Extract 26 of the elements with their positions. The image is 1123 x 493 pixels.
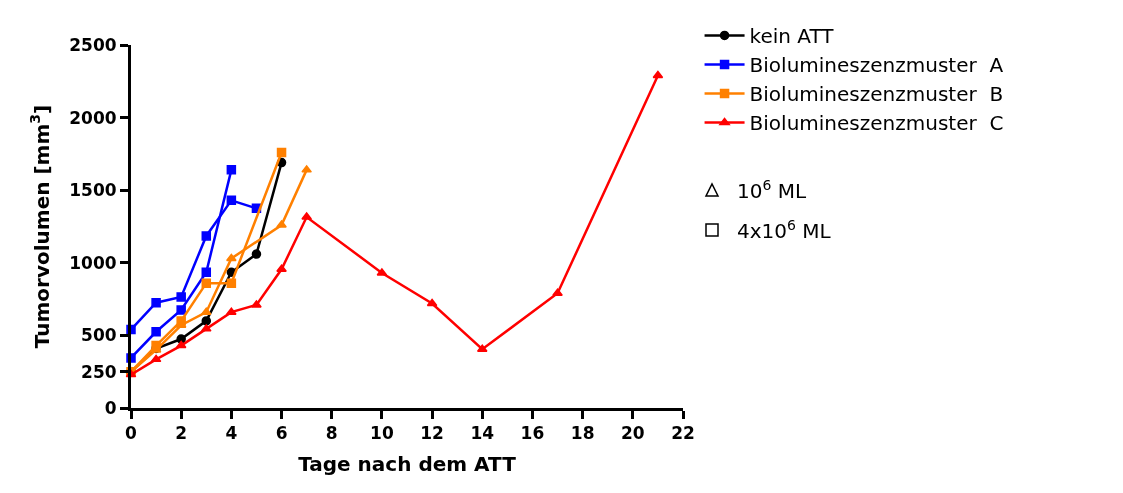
y-tick-label: 0 [104,397,117,418]
y-tick-label: 250 [81,361,117,382]
legend-label: Biolumineszenzmuster B [749,82,1004,107]
y-tick-label: 2000 [69,107,117,128]
x-tick-label: 8 [325,423,338,444]
x-tick-label: 22 [671,423,695,444]
x-tick-label: 16 [520,423,545,444]
legend-label: Biolumineszenzmuster A [749,53,1004,78]
y-tick-label: 1500 [69,180,117,201]
x-tick-label: 0 [125,423,138,444]
x-tick-label: 10 [370,423,394,444]
y-tick-label: 500 [81,325,117,346]
legend-label: Biolumineszenzmuster C [749,111,1004,136]
x-tick-label: 2 [175,423,188,444]
x-tick-label: 6 [275,423,288,444]
x-tick-label: 4 [225,423,238,444]
x-axis-title: Tage nach dem ATT [298,451,517,476]
y-tick-label: 1000 [69,252,117,273]
x-tick-label: 20 [620,423,645,444]
legend-label: 4x10$^{6}$ ML [737,217,832,244]
x-tick-label: 12 [420,423,444,444]
x-tick-label: 18 [570,423,595,444]
x-tick-label: 14 [470,423,495,444]
y-tick-label: 2500 [69,34,117,55]
legend-label: kein ATT [749,24,835,49]
legend-label: 10$^{6}$ ML [737,177,807,204]
